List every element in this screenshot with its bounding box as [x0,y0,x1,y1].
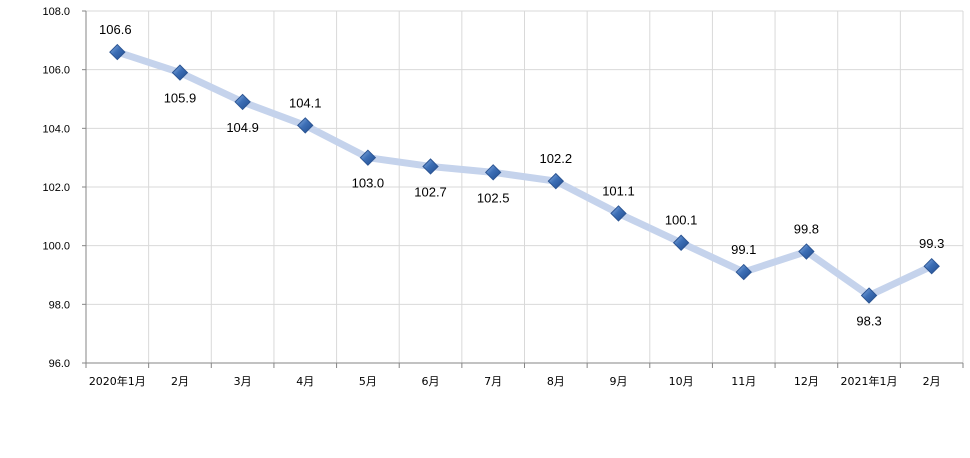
data-label: 105.9 [164,91,197,106]
y-tick-label: 106.0 [42,65,70,77]
x-tick-label: 4月 [296,375,314,388]
x-tick-label: 8月 [547,375,565,388]
data-point-marker [422,158,439,175]
data-label: 99.3 [919,236,944,251]
axes [82,10,964,368]
data-label: 104.9 [226,120,259,135]
data-point-marker [610,205,627,222]
data-label: 98.3 [856,314,881,329]
data-point-marker [297,117,314,134]
x-tick-label: 2月 [923,375,941,388]
x-tick-label: 5月 [359,375,377,388]
x-tick-label: 12月 [794,375,819,388]
x-tick-label: 10月 [669,375,694,388]
data-label: 102.5 [477,190,510,205]
data-label: 100.1 [665,213,698,228]
data-point-marker [860,287,878,304]
y-tick-label: 100.0 [42,241,70,253]
x-tick-label: 2020年1月 [89,374,146,388]
data-point-marker [171,64,189,81]
x-tick-label: 3月 [234,375,252,388]
x-tick-label: 7月 [484,375,502,388]
series-markers [109,43,940,304]
data-point-marker [735,263,752,281]
series-line [113,48,936,300]
data-label: 99.1 [731,242,756,257]
data-label: 99.8 [794,222,819,237]
data-point-marker [547,172,565,190]
data-label: 102.7 [414,184,447,199]
x-axis-tick-labels: 2020年1月 2月 3月 4月 5月 6月 7月 8月 9月 10月 11月 12月 2021年1月 2… [89,374,941,388]
data-point-marker [109,43,126,61]
data-label: 106.6 [99,22,132,37]
y-axis-tick-labels: 96.0 98.0 100.0 102.0 104.0 106.0 108.0 [42,6,70,370]
data-point-marker [672,234,690,251]
x-tick-label: 6月 [422,375,440,388]
x-tick-label: 9月 [609,375,627,388]
data-label: 101.1 [602,183,635,198]
data-point-marker [234,93,251,111]
data-labels: 106.6 105.9 104.9 104.1 103.0 102.7 102.5 102.2… [99,22,944,328]
x-tick-label: 2月 [171,375,189,388]
data-point-marker [923,257,940,275]
data-label: 103.0 [352,176,385,191]
y-tick-label: 102.0 [42,182,70,194]
x-tick-label: 11月 [731,375,756,388]
data-label: 102.2 [540,151,573,166]
x-tick-label: 2021年1月 [841,374,898,388]
y-tick-label: 108.0 [42,6,70,18]
data-point-marker [798,243,815,260]
data-point-marker [359,149,377,166]
series-line-path [113,48,936,300]
data-point-marker [484,164,502,181]
y-tick-label: 98.0 [49,299,70,311]
y-tick-label: 96.0 [49,358,70,370]
gridlines [86,10,964,363]
y-tick-label: 104.0 [42,123,70,135]
data-label: 104.1 [289,95,322,110]
